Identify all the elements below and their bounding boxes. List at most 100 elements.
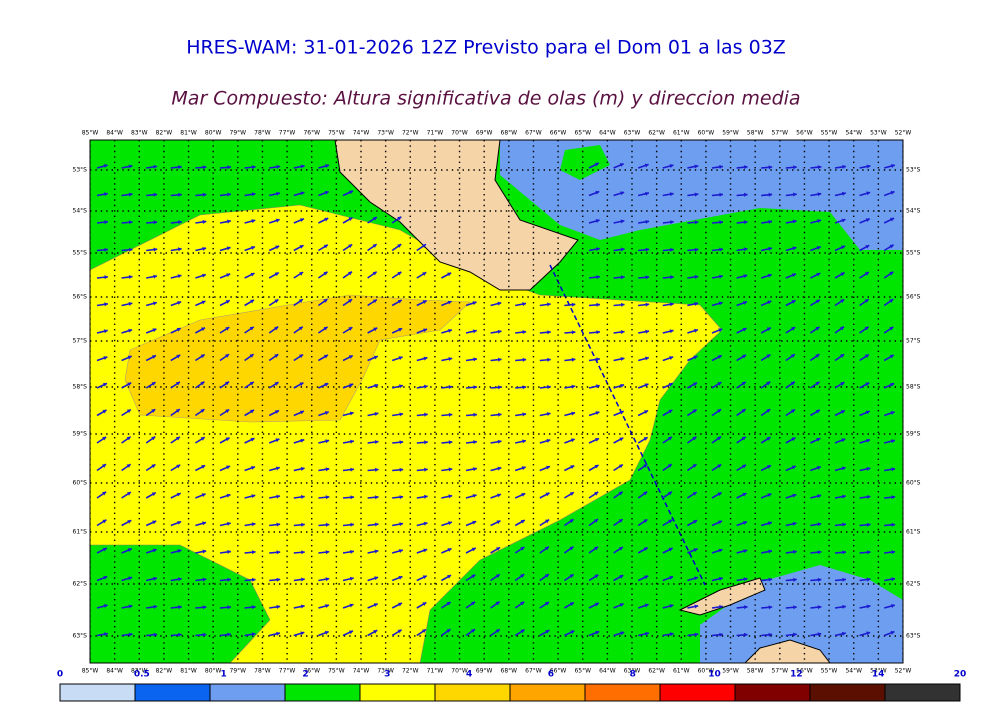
arrow-head <box>547 330 551 335</box>
arrow-head <box>448 440 453 445</box>
arrow-head <box>743 605 748 610</box>
arrow-head <box>473 467 477 472</box>
arrow-head <box>422 272 427 276</box>
arrow-head <box>372 299 377 304</box>
arrow-head <box>620 191 625 196</box>
arrow-head <box>620 219 625 224</box>
arrow-head <box>618 547 623 551</box>
lon-label: 61°W <box>673 668 690 675</box>
arrow-head <box>202 219 207 224</box>
arrow-head <box>153 192 158 197</box>
arrow-head <box>667 464 672 468</box>
arrow-head <box>151 409 156 413</box>
arrows <box>96 162 896 637</box>
arrow-head <box>667 436 672 441</box>
arrow-head <box>497 439 502 444</box>
arrow-head <box>768 165 773 170</box>
arrow-head <box>399 467 404 472</box>
arrow-head <box>891 495 896 500</box>
arrow-head <box>768 192 773 197</box>
arrow-head <box>128 164 133 169</box>
arrow-head <box>717 409 722 413</box>
arrow-head <box>472 329 477 334</box>
arrow-head <box>890 382 895 387</box>
arrow-head <box>866 577 871 582</box>
lon-label: 80°W <box>205 130 222 137</box>
arrow-head <box>522 302 527 307</box>
labels: 85°W 85°W 84°W 84°W 83°W 83°W 82°W 82°W 81°W 81°W… <box>73 130 921 675</box>
lon-label: 68°W <box>501 130 518 137</box>
arrow-head <box>768 577 773 582</box>
arrow-head <box>864 272 869 276</box>
arrow-head <box>422 575 427 580</box>
arrow-head <box>276 604 281 609</box>
arrow-head <box>103 164 108 169</box>
arrow-head <box>152 301 157 306</box>
arrow-head <box>768 605 773 610</box>
lon-label: 71°W <box>427 668 444 675</box>
arrow-head <box>102 491 107 496</box>
arrow-head <box>104 247 108 252</box>
arrow-head <box>397 216 402 221</box>
lon-label: 64°W <box>599 130 616 137</box>
lon-label: 60°W <box>698 668 715 675</box>
arrow-head <box>126 492 131 496</box>
arrow-head <box>398 356 403 361</box>
arrow-head <box>645 275 650 280</box>
arrow-head <box>225 327 230 331</box>
legend-label: 10 <box>708 670 721 680</box>
arrow-head <box>348 299 353 303</box>
arrow-head <box>891 522 896 527</box>
arrow-head <box>547 385 551 390</box>
arrow-head <box>324 190 329 195</box>
arrow-head <box>719 220 723 225</box>
legend-label: 0.5 <box>134 670 150 680</box>
legend-label: 2 <box>302 670 308 680</box>
arrow-head <box>151 464 156 469</box>
arrow-head <box>817 550 822 555</box>
arrow-head <box>374 439 379 445</box>
arrow-head <box>227 549 231 554</box>
arrow-head <box>298 299 303 303</box>
arrow-head <box>448 494 453 499</box>
arrow-head <box>276 494 281 499</box>
arrow-head <box>423 521 428 526</box>
arrow-head <box>301 494 305 500</box>
arrow-head <box>521 466 526 471</box>
arrow-head <box>570 438 575 443</box>
arrow-head <box>790 381 795 386</box>
arrow-head <box>398 575 403 580</box>
arrow-head <box>766 327 771 332</box>
arrow-head <box>202 165 207 170</box>
arrow-head <box>126 436 131 441</box>
arrow-head <box>595 630 600 635</box>
arrow-head <box>571 302 576 307</box>
arrow-head <box>397 299 402 304</box>
lon-label: 59°W <box>722 668 739 675</box>
arrow-head <box>473 412 477 417</box>
arrow-head <box>299 410 304 415</box>
arrow-head <box>816 466 821 470</box>
arrow-head <box>348 217 353 222</box>
arrow-head <box>889 299 894 303</box>
arrow-head <box>201 273 206 278</box>
arrow-head <box>596 247 600 252</box>
arrow-head <box>644 163 649 168</box>
arrow-head <box>299 272 304 276</box>
arrow-head <box>791 327 796 331</box>
arrow-head <box>618 519 623 523</box>
arrow-head <box>841 191 846 196</box>
arrow-head <box>792 521 797 526</box>
arrow-head <box>325 164 330 169</box>
arrow-head <box>546 412 551 417</box>
arrow-head <box>768 219 773 224</box>
lon-label: 70°W <box>451 668 468 675</box>
arrow-head <box>842 577 846 582</box>
arrow-head <box>743 632 748 637</box>
arrow-head <box>471 629 476 633</box>
arrow-head <box>816 272 821 277</box>
arrow-head <box>840 326 845 331</box>
arrow-head <box>864 326 869 331</box>
lon-label: 84°W <box>106 668 123 675</box>
arrow-head <box>128 328 133 333</box>
